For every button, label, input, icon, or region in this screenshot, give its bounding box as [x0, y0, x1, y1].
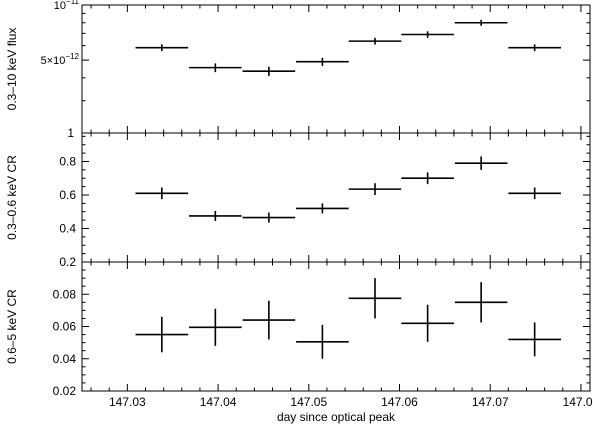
y-tick-label: 0.4 [59, 221, 76, 235]
data-point [189, 63, 242, 73]
data-point [189, 210, 242, 221]
data-point [508, 187, 561, 200]
data-point [454, 19, 508, 26]
y-axis-label: 0.6–5 keV CR [5, 289, 19, 364]
data-point [135, 316, 189, 353]
data-point [189, 308, 242, 346]
y-axis-label: 0.3–0.6 keV CR [5, 155, 19, 240]
data-point [296, 324, 349, 359]
panel-frame [81, 132, 591, 263]
x-tick-label: 147.05 [290, 395, 327, 409]
y-tick-label: 0.6 [59, 188, 76, 202]
panel-3: 0.02 0.04 0.06 0.08 0.6–5 keV CR [5, 261, 591, 398]
y-tick-mantissa: 10 [54, 0, 66, 12]
x-axis-label: day since optical peak [277, 410, 396, 424]
data-point [508, 322, 561, 357]
y-tick-exponent: −11 [66, 0, 80, 6]
y-tick-mantissa: 5×10 [41, 55, 66, 67]
data-point [242, 66, 296, 76]
data-point [508, 44, 561, 52]
y-tick-label: 0.8 [59, 154, 76, 168]
y-tick-label: 0.04 [53, 352, 77, 366]
panel-frame [81, 261, 591, 392]
y-tick-label: 0.2 [59, 255, 76, 269]
x-tick-label: 147.08 [563, 395, 593, 409]
y-axis-label: 0.3–10 keV flux [5, 28, 19, 111]
data-point [348, 278, 402, 319]
panel-2: 0.2 0.4 0.6 0.8 0.3–0.6 keV CR [5, 132, 591, 269]
y-tick-label: 0.06 [53, 320, 77, 334]
panel-frame [81, 4, 591, 134]
data-point [296, 203, 349, 214]
y-tick-label: 0.02 [53, 384, 77, 398]
y-tick-label: 1 [67, 126, 74, 140]
data-point [401, 304, 454, 342]
y-tick-label: 0.08 [53, 287, 77, 301]
y-tick-exponent: −12 [65, 52, 79, 61]
x-tick-label: 147.03 [109, 395, 146, 409]
y-tick-label: 10−11 [54, 0, 80, 12]
data-point [348, 183, 402, 195]
data-point [296, 57, 349, 66]
data-point [454, 282, 508, 323]
x-tick-label: 147.04 [200, 395, 237, 409]
data-point [348, 37, 402, 45]
data-point [454, 156, 508, 170]
data-point [135, 44, 189, 52]
data-point [401, 172, 454, 185]
x-tick-label: 147.07 [472, 395, 509, 409]
data-point [242, 300, 296, 340]
data-point [401, 31, 454, 38]
y-tick-label: 5×10−12 [41, 52, 80, 67]
x-tick-label: 147.06 [381, 395, 418, 409]
panel-1: 10−11 5×10−12 1 0.3–10 keV flux [5, 0, 591, 140]
data-point [135, 187, 189, 200]
data-point [242, 212, 296, 223]
